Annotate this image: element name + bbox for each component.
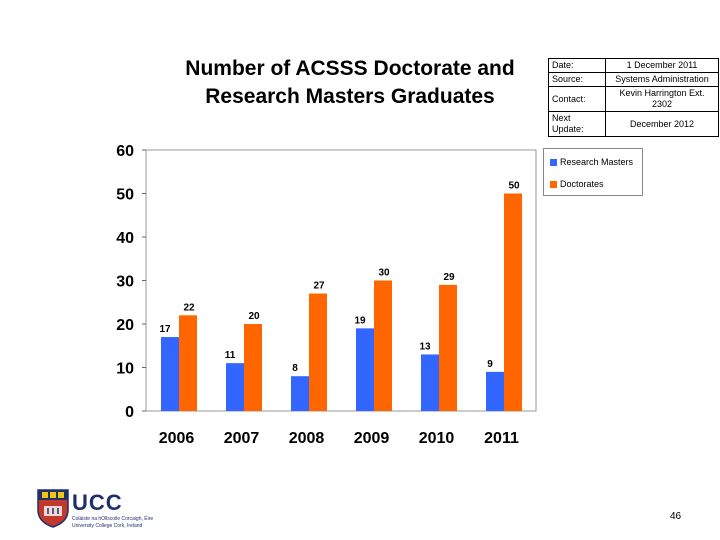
- legend-label-research-masters: Research Masters: [560, 157, 634, 167]
- data-label: 9: [487, 359, 493, 370]
- info-value: Kevin Harrington Ext. 2302: [605, 86, 719, 112]
- y-tick-label: 30: [116, 274, 134, 291]
- plot-area: [145, 149, 537, 412]
- data-label: 20: [248, 311, 260, 322]
- chart-legend: Research Masters Doctorates: [543, 148, 643, 196]
- data-label: 22: [183, 302, 195, 313]
- y-tick-label: 10: [116, 361, 134, 378]
- bar-doctorates-2008: [309, 293, 327, 411]
- bar-research-masters-2010: [421, 354, 439, 411]
- data-label: 30: [378, 268, 390, 279]
- bar-research-masters-2011: [486, 371, 504, 411]
- bar-doctorates-2010: [439, 284, 457, 411]
- y-tick-label: 60: [116, 143, 134, 160]
- info-row-date: Date: 1 December 2011: [548, 58, 719, 73]
- data-label: 13: [419, 341, 431, 352]
- legend-item-research-masters: Research Masters: [550, 157, 633, 167]
- data-label: 11: [225, 350, 236, 361]
- y-tick-label: 40: [116, 230, 134, 247]
- info-value: December 2012: [605, 111, 719, 137]
- info-table: Date: 1 December 2011 Source: Systems Ad…: [548, 58, 719, 137]
- logo-subtitle-irish: Coláiste na hOllscoile Corcaigh, Éire: [72, 516, 154, 522]
- bar-doctorates-2011: [504, 193, 522, 411]
- legend-swatch-research-masters: [550, 159, 557, 167]
- legend-label-doctorates: Doctorates: [560, 179, 604, 189]
- bar-doctorates-2006: [179, 315, 197, 411]
- x-tick-label: 2010: [419, 430, 455, 447]
- y-tick-label: 20: [116, 317, 134, 334]
- x-tick-label: 2006: [159, 430, 195, 447]
- page-number: 46: [670, 511, 682, 522]
- x-tick-label: 2008: [289, 430, 325, 447]
- chart-title-line-2: Research Masters Graduates: [205, 85, 495, 108]
- data-label: 8: [292, 363, 298, 374]
- x-tick-label: 2011: [484, 430, 519, 447]
- bar-research-masters-2008: [291, 376, 309, 411]
- data-label: 17: [159, 324, 171, 335]
- y-tick-label: 0: [125, 404, 134, 421]
- legend-item-doctorates: Doctorates: [550, 179, 604, 189]
- chart-title: Number of ACSSS Doctorate and Research M…: [150, 55, 550, 111]
- x-tick-label: 2009: [354, 430, 390, 447]
- logo-subtitle-english: University College Cork, Ireland: [72, 523, 143, 529]
- logo-text: UCC: [72, 490, 123, 515]
- info-row-source: Source: Systems Administration: [548, 72, 719, 87]
- chart-title-line-1: Number of ACSSS Doctorate and: [185, 57, 515, 80]
- ucc-crest-icon: [37, 489, 69, 528]
- legend-swatch-doctorates: [550, 181, 557, 189]
- data-label: 27: [313, 281, 325, 292]
- data-label: 19: [354, 315, 366, 326]
- x-tick-label: 2007: [224, 430, 260, 447]
- bar-doctorates-2009: [374, 280, 392, 411]
- info-label: Next Update:: [548, 111, 606, 137]
- y-tick-label: 50: [116, 187, 134, 204]
- data-label: 50: [508, 181, 520, 192]
- bar-research-masters-2007: [226, 363, 244, 411]
- bar-research-masters-2006: [161, 337, 179, 411]
- data-label: 29: [443, 272, 455, 283]
- bar-research-masters-2009: [356, 328, 374, 411]
- bar-doctorates-2007: [244, 324, 262, 411]
- info-row-next-update: Next Update: December 2012: [548, 111, 719, 137]
